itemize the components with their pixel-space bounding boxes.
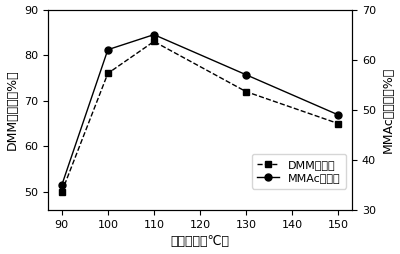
MMAc选择性: [152, 33, 156, 36]
DMM转化率: [244, 90, 248, 93]
Line: MMAc选择性: MMAc选择性: [58, 31, 342, 188]
DMM转化率: [106, 72, 110, 75]
Line: DMM转化率: DMM转化率: [59, 39, 341, 195]
Legend: DMM转化率, MMAc选择性: DMM转化率, MMAc选择性: [252, 154, 346, 188]
MMAc选择性: [106, 48, 110, 51]
DMM转化率: [336, 122, 341, 125]
MMAc选择性: [244, 73, 248, 76]
Y-axis label: MMAc选择率（%）: MMAc选择率（%）: [382, 67, 394, 153]
DMM转化率: [152, 40, 156, 43]
Y-axis label: DMM转化率（%）: DMM转化率（%）: [6, 70, 18, 150]
MMAc选择性: [336, 113, 341, 116]
DMM转化率: [59, 190, 64, 194]
MMAc选择性: [59, 184, 64, 187]
X-axis label: 处理温度（℃）: 处理温度（℃）: [170, 235, 230, 248]
